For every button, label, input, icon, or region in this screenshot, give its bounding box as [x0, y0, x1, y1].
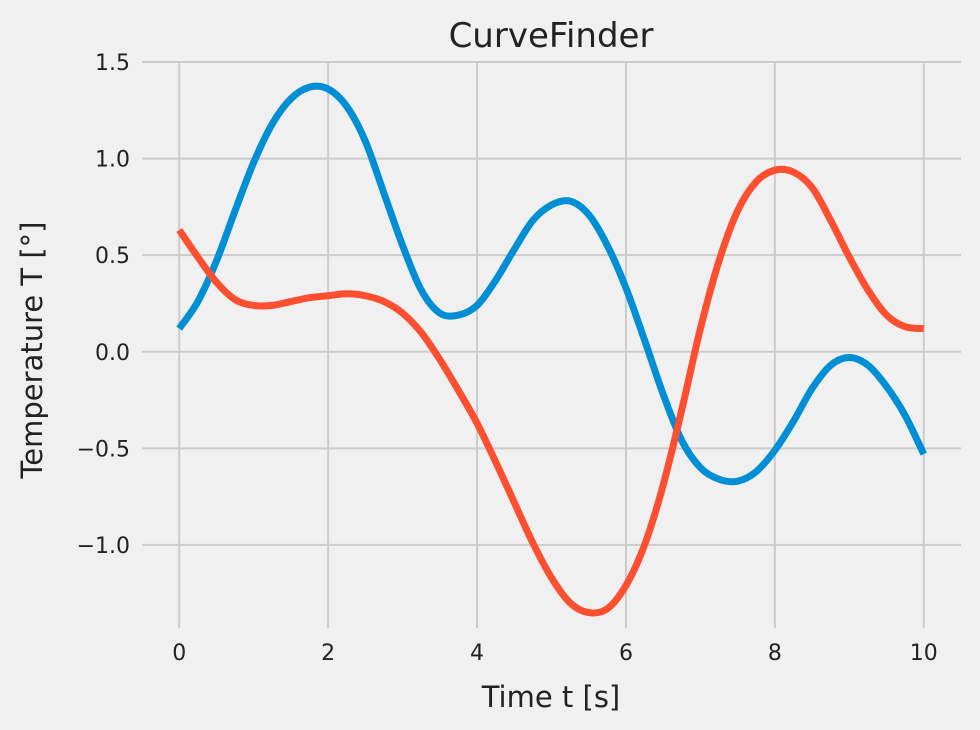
- y-tick-label: 0.0: [95, 341, 130, 366]
- chart-title: CurveFinder: [449, 16, 654, 56]
- series-group: [176, 82, 927, 617]
- y-tick-label: 1.5: [95, 51, 130, 76]
- grid: [142, 61, 961, 628]
- x-tick-label: 10: [910, 641, 938, 666]
- x-axis-ticks: 0 2 4 6 8 10: [172, 641, 938, 666]
- y-tick-label: 1.0: [95, 148, 130, 173]
- y-tick-label: −0.5: [77, 437, 130, 462]
- series-line-2: [176, 165, 925, 617]
- x-tick-label: 0: [172, 641, 186, 666]
- y-axis-ticks: −1.0 −0.5 0.0 0.5 1.0 1.5: [77, 51, 130, 559]
- series-line-1: [176, 82, 927, 486]
- y-tick-label: −1.0: [77, 534, 130, 559]
- x-tick-label: 6: [619, 641, 633, 666]
- y-tick-label: 0.5: [95, 244, 130, 269]
- y-axis-label: Temperature T [°]: [15, 222, 49, 480]
- x-tick-label: 8: [768, 641, 782, 666]
- x-tick-label: 4: [470, 641, 484, 666]
- x-axis-label: Time t [s]: [481, 680, 621, 714]
- x-tick-label: 2: [321, 641, 335, 666]
